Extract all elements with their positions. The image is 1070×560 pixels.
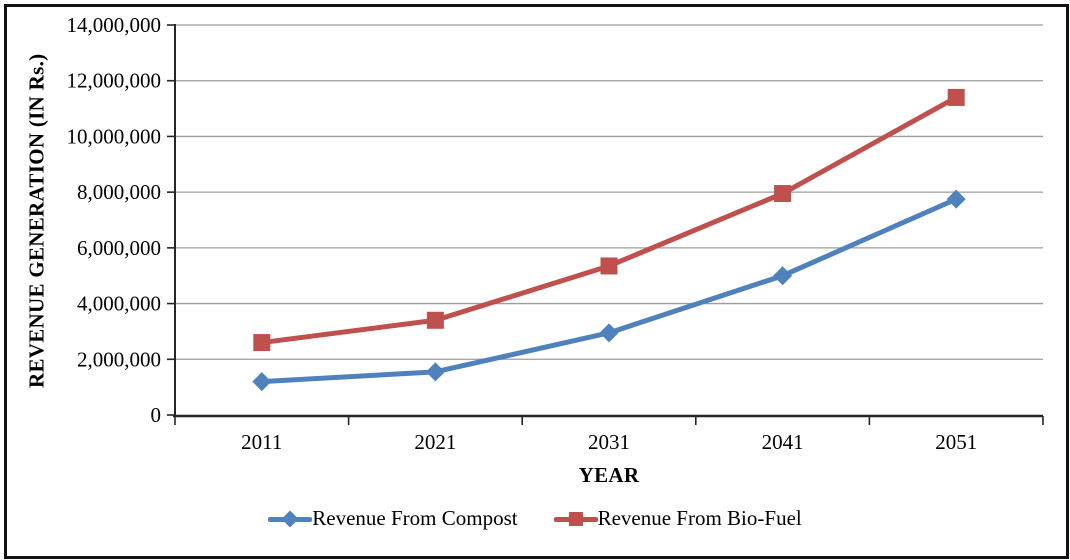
data-point-diamond — [252, 372, 272, 392]
biofuel-line-square-icon — [553, 507, 598, 531]
series-line-1 — [259, 94, 959, 346]
series-line-0 — [259, 196, 959, 385]
x-tick-label: 2031 — [588, 430, 630, 454]
data-point-square — [253, 334, 271, 352]
diamond-marker-icon — [281, 510, 299, 527]
y-tick-label: 2,000,000 — [77, 347, 161, 371]
data-point-diamond — [599, 323, 619, 343]
legend-item-compost: Revenue From Compost — [268, 506, 518, 531]
x-tick-label: 2041 — [762, 430, 804, 454]
y-tick-label: 0 — [151, 403, 162, 427]
legend-label-biofuel: Revenue From Bio-Fuel — [597, 506, 802, 530]
y-tick-label: 10,000,000 — [67, 124, 162, 148]
data-point-square — [426, 311, 444, 329]
x-tick-label: 2021 — [414, 430, 456, 454]
square-marker-icon — [568, 511, 583, 526]
y-tick-label: 8,000,000 — [77, 180, 161, 204]
y-tick-label: 6,000,000 — [77, 236, 161, 260]
x-tick-label: 2051 — [935, 430, 977, 454]
compost-line-diamond-icon — [268, 507, 313, 531]
y-axis-title: REVENUE GENERATION (IN Rs.) — [24, 53, 49, 389]
data-point-square — [600, 257, 618, 275]
legend: Revenue From Compost Revenue From Bio-Fu… — [0, 506, 1070, 531]
y-tick-label: 14,000,000 — [67, 13, 162, 37]
x-axis-title: YEAR — [578, 463, 640, 487]
data-point-diamond — [425, 362, 445, 382]
data-point-diamond — [946, 189, 966, 209]
x-tick-label: 2011 — [241, 430, 282, 454]
legend-item-biofuel: Revenue From Bio-Fuel — [553, 506, 802, 531]
data-point-square — [774, 185, 792, 203]
y-tick-label: 4,000,000 — [77, 292, 161, 316]
y-tick-label: 12,000,000 — [67, 69, 162, 93]
legend-label-compost: Revenue From Compost — [312, 506, 518, 530]
data-point-square — [947, 88, 965, 106]
data-point-diamond — [773, 266, 793, 286]
